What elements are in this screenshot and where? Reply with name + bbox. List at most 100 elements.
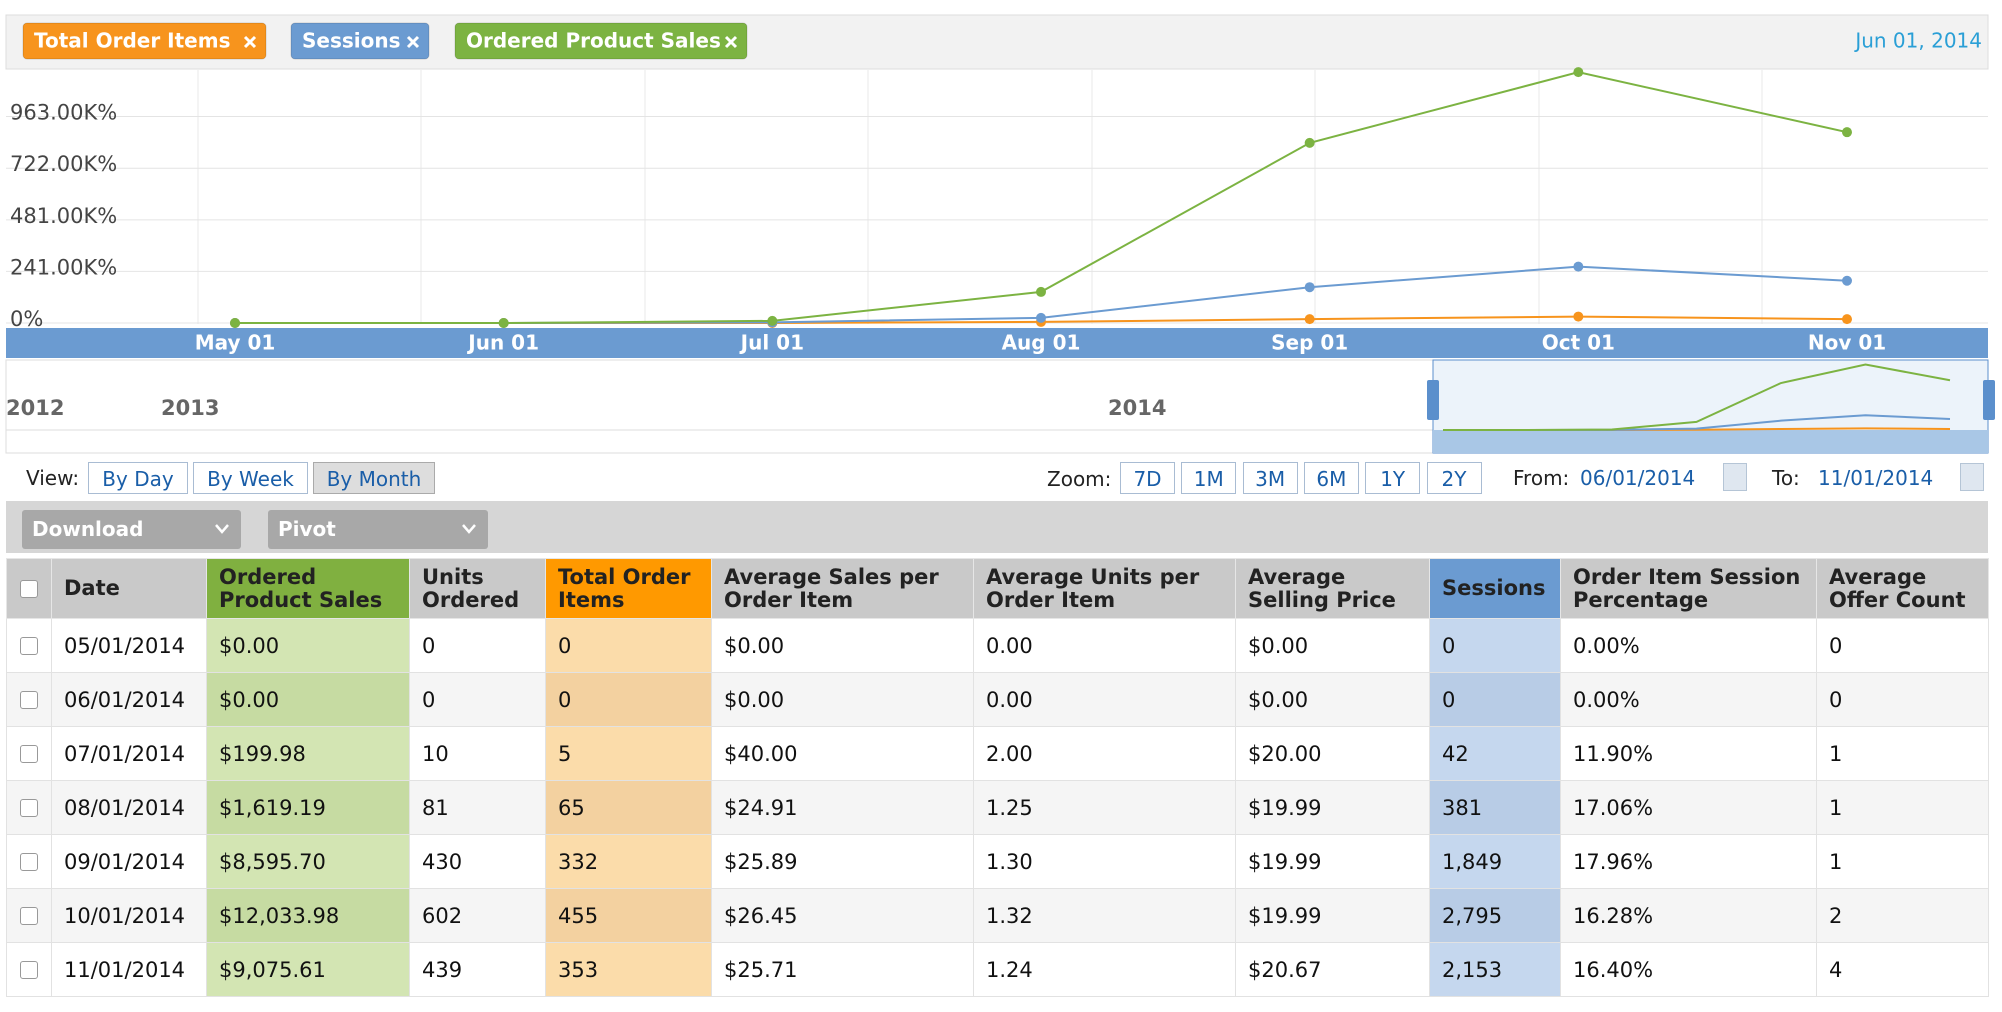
zoom-button[interactable]: 1M (1181, 462, 1237, 494)
table-cell: $19.99 (1235, 834, 1430, 889)
table-cell: 0 (409, 618, 546, 673)
table-cell: 65 (545, 780, 712, 835)
table-cell: 07/01/2014 (51, 726, 207, 781)
view-button[interactable]: By Day (88, 462, 188, 494)
checkbox[interactable] (20, 636, 38, 655)
table-cell (6, 672, 52, 727)
data-point[interactable] (1304, 282, 1315, 293)
checkbox[interactable] (20, 690, 38, 709)
table-cell: $8,595.70 (206, 834, 410, 889)
zoom-button[interactable]: 7D (1120, 462, 1175, 494)
calendar-icon[interactable] (1960, 463, 1984, 491)
pivot-dropdown[interactable]: Pivot (268, 510, 488, 549)
table-cell: 602 (409, 888, 546, 943)
table-row: 05/01/2014 $0.00 0 0 $0.00 0.00 $0.00 0 0.00% 0 (6, 618, 1989, 673)
navigator-handle[interactable] (1983, 380, 1995, 420)
from-date[interactable]: 06/01/2014 (1580, 466, 1696, 490)
table-cell: $9,075.61 (206, 942, 410, 997)
table-cell: 17.96% (1560, 834, 1817, 889)
remove-icon[interactable] (243, 35, 257, 49)
data-point[interactable] (1842, 127, 1852, 138)
header-cell[interactable]: Date (51, 558, 207, 619)
data-point[interactable] (1304, 314, 1315, 325)
header-cell[interactable]: Ordered Product Sales (206, 558, 410, 619)
navigator-handle[interactable] (1427, 380, 1439, 420)
navigator-scrollbar[interactable] (1433, 430, 1988, 453)
checkbox[interactable] (20, 579, 38, 598)
table-cell: 1.32 (973, 888, 1236, 943)
table-cell (6, 618, 52, 673)
table-cell: 11/01/2014 (51, 942, 207, 997)
checkbox[interactable] (20, 798, 38, 817)
table-cell: 455 (545, 888, 712, 943)
header-cell[interactable]: Average Selling Price (1235, 558, 1430, 619)
data-point[interactable] (767, 315, 778, 326)
table-row: 07/01/2014 $199.98 10 5 $40.00 2.00 $20.00 42 11… (6, 726, 1989, 781)
checkbox[interactable] (20, 744, 38, 763)
view-button[interactable]: By Week (193, 462, 308, 494)
download-dropdown[interactable]: Download (22, 510, 241, 549)
x-tick-label: Oct 01 (1542, 331, 1615, 355)
y-tick-label: 0% (10, 307, 43, 331)
legend-pill[interactable] (454, 22, 748, 60)
table-cell: 381 (1429, 780, 1561, 835)
table-cell: 0 (545, 618, 712, 673)
table-cell: 1 (1816, 726, 1989, 781)
table-cell: $12,033.98 (206, 888, 410, 943)
data-point[interactable] (230, 318, 240, 328)
header-cell[interactable]: Average Offer Count (1816, 558, 1989, 619)
table-cell: $25.89 (711, 834, 974, 889)
table-cell: 81 (409, 780, 546, 835)
zoom-button[interactable]: 2Y (1426, 462, 1482, 494)
zoom-button[interactable]: 3M (1242, 462, 1298, 494)
data-point[interactable] (1842, 275, 1852, 286)
table-cell: $0.00 (206, 618, 410, 673)
zoom-button[interactable]: 1Y (1365, 462, 1421, 494)
data-point[interactable] (1573, 311, 1584, 322)
remove-icon[interactable] (406, 35, 420, 49)
remove-icon[interactable] (724, 35, 738, 49)
data-point[interactable] (1842, 314, 1852, 325)
header-cell[interactable]: Total Order Items (545, 558, 712, 619)
data-point[interactable] (498, 318, 509, 328)
header-cell[interactable]: Order Item Session Percentage (1560, 558, 1817, 619)
header-cell[interactable]: Units Ordered (409, 558, 546, 619)
data-point[interactable] (1573, 67, 1584, 78)
table-cell: 2,153 (1429, 942, 1561, 997)
checkbox[interactable] (20, 852, 38, 871)
view-button[interactable]: By Month (313, 462, 435, 494)
checkbox[interactable] (20, 906, 38, 925)
to-date[interactable]: 11/01/2014 (1818, 466, 1934, 490)
x-tick-label: Jul 01 (739, 331, 804, 355)
legend-pill[interactable] (22, 22, 267, 60)
from-label: From: (1513, 466, 1570, 490)
zoom-button[interactable]: 6M (1303, 462, 1359, 494)
plot-area (6, 70, 1988, 324)
table-cell (6, 834, 52, 889)
view-label: View: (26, 466, 80, 490)
data-point[interactable] (1573, 261, 1584, 272)
table-cell: $20.00 (1235, 726, 1430, 781)
checkbox[interactable] (20, 960, 38, 979)
table-cell: $0.00 (1235, 618, 1430, 673)
table-cell: 0.00% (1560, 672, 1817, 727)
legend-pill[interactable] (290, 22, 430, 60)
table-cell: 16.28% (1560, 888, 1817, 943)
data-point[interactable] (1304, 137, 1315, 148)
table-cell (6, 888, 52, 943)
year-label: 2014 (1108, 396, 1166, 420)
table-row: 06/01/2014 $0.00 0 0 $0.00 0.00 $0.00 0 0.00% 0 (6, 672, 1989, 727)
x-tick-label: Sep 01 (1271, 331, 1348, 355)
table-cell: 1 (1816, 780, 1989, 835)
y-tick-label: 722.00K% (10, 152, 117, 176)
chevron (462, 524, 476, 534)
data-point[interactable] (1036, 312, 1046, 323)
calendar-icon[interactable] (1723, 463, 1747, 491)
table-cell: 0 (1816, 672, 1989, 727)
header-cell[interactable]: Average Sales per Order Item (711, 558, 974, 619)
data-point[interactable] (1036, 286, 1046, 297)
header-cell[interactable]: Average Units per Order Item (973, 558, 1236, 619)
header-cell[interactable]: Sessions (1429, 558, 1561, 619)
table-cell: 0 (1816, 618, 1989, 673)
y-tick-label: 241.00K% (10, 255, 117, 279)
